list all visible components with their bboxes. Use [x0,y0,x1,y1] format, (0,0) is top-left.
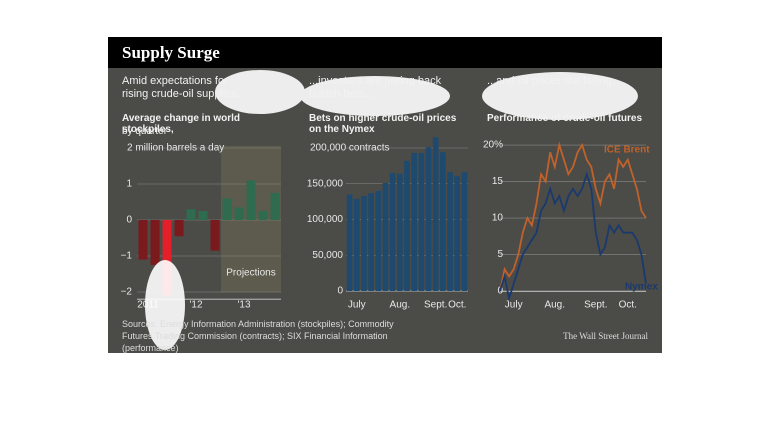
bar [447,172,453,291]
y-tick-label: 0 [126,215,132,226]
bar [411,153,417,291]
chart-title-2: Bets on higher crude-oil prices on the N… [309,113,457,135]
line-series [499,171,647,302]
intro-1: Amid expectations for rising crude-oil s… [122,75,247,100]
intro-3: ...and oil prices are falling. [487,75,615,87]
blob [300,76,450,116]
bar [246,180,256,220]
y-tick-label: 0 [337,286,343,297]
bar [210,220,220,251]
x-tick-label: Sept. [584,300,607,311]
y-tick-label: 1 [126,179,132,190]
chart-subtitle-1: by quarter [122,126,168,137]
graphic-title: Supply Surge [122,43,220,62]
bar [454,175,461,291]
bar [198,211,208,220]
y-tick-label: 2 million barrels a day [127,143,224,154]
y-tick-label: 150,000 [307,178,344,189]
bar [382,183,389,291]
white-blobs [145,70,638,350]
bar [222,198,232,220]
bar [368,193,374,291]
y-tick-label: 100,000 [307,214,344,225]
blob [482,72,638,120]
x-tick-label: Sept. [424,300,447,311]
x-tick-label: Aug. [390,300,411,311]
bar [353,198,360,291]
x-tick-label: Aug. [544,300,565,311]
y-tick-label: 50,000 [312,250,343,261]
bar [138,220,148,260]
bar [270,193,280,220]
bar [418,153,425,291]
legend-label: ICE Brent [604,145,650,156]
bar [389,173,396,291]
bar [425,147,432,291]
x-tick-label: '12 [189,300,202,311]
bar [432,137,439,291]
chart-title-1: Average change in world stockpiles, [122,113,240,135]
bar [461,172,468,291]
bar [375,190,382,291]
bar [150,220,160,265]
bar [174,220,184,237]
bar [404,160,410,291]
bar [346,194,353,291]
bar [234,207,244,220]
y-tick-label: 200,000 contracts [310,143,390,154]
x-tick-label: July [348,300,366,311]
y-tick-label: −2 [121,287,133,298]
y-tick-label: 20% [483,140,503,151]
intro-2: ...investors are paring back bullish bet… [309,75,442,100]
bar [397,173,403,291]
x-tick-label: Oct. [448,300,466,311]
credit: The Wall Street Journal [563,331,648,341]
blob [145,260,185,350]
source: Sources: Energy Information Administrati… [122,319,394,353]
bar [440,152,446,291]
bar [258,211,268,220]
line-series [499,141,647,292]
y-tick-label: −1 [121,251,133,262]
bar [361,195,367,291]
header-bar [108,37,662,68]
y-tick-label: 10 [492,213,504,224]
chart-title-3: Performance of crude-oil futures [487,113,643,124]
y-tick-label: 5 [497,249,503,260]
blob [215,70,305,114]
bar [162,220,172,296]
bar [186,209,196,220]
legend-label: Nymex [625,282,658,293]
x-tick-label: '13 [237,300,250,311]
y-tick-label: 15 [492,176,504,187]
annotation: Projections [226,268,275,279]
x-tick-label: Oct. [619,300,637,311]
x-tick-label: July [505,300,523,311]
